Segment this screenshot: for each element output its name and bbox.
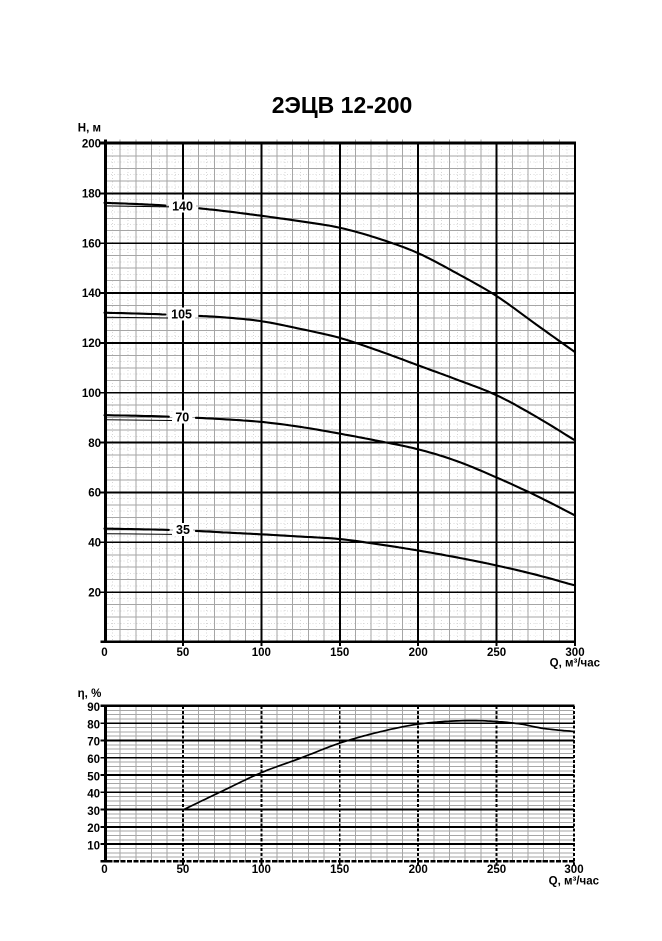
svg-text:100: 100 [252, 864, 271, 876]
svg-text:300: 300 [564, 864, 583, 876]
svg-text:60: 60 [87, 754, 100, 766]
svg-text:70: 70 [87, 737, 100, 749]
svg-text:300: 300 [565, 647, 584, 659]
svg-text:200: 200 [82, 139, 101, 151]
svg-text:20: 20 [88, 587, 101, 599]
svg-text:200: 200 [409, 864, 428, 876]
svg-text:10: 10 [87, 840, 100, 852]
svg-text:250: 250 [487, 647, 506, 659]
svg-text:140: 140 [172, 199, 193, 213]
svg-text:30: 30 [87, 806, 100, 818]
svg-text:Q, м³/час: Q, м³/час [549, 875, 600, 887]
svg-text:200: 200 [409, 647, 428, 659]
svg-text:50: 50 [87, 771, 100, 783]
svg-text:20: 20 [87, 823, 100, 835]
svg-text:80: 80 [87, 720, 100, 732]
svg-text:80: 80 [88, 438, 101, 450]
svg-text:100: 100 [82, 388, 101, 400]
svg-text:70: 70 [175, 410, 189, 424]
svg-text:35: 35 [176, 523, 190, 537]
svg-text:150: 150 [330, 647, 349, 659]
svg-text:160: 160 [82, 238, 101, 250]
svg-text:40: 40 [88, 538, 101, 550]
svg-text:2ЭЦВ 12-200: 2ЭЦВ 12-200 [272, 92, 413, 118]
svg-text:100: 100 [252, 647, 271, 659]
svg-text:90: 90 [87, 702, 100, 714]
svg-text:Н, м: Н, м [78, 123, 101, 135]
svg-text:105: 105 [171, 307, 192, 321]
svg-text:40: 40 [87, 789, 100, 801]
svg-text:250: 250 [487, 864, 506, 876]
svg-text:0: 0 [101, 864, 107, 876]
svg-text:50: 50 [177, 864, 190, 876]
svg-text:120: 120 [82, 338, 101, 350]
svg-text:50: 50 [177, 647, 190, 659]
svg-text:140: 140 [82, 288, 101, 300]
svg-text:60: 60 [88, 488, 101, 500]
svg-text:Q, м³/час: Q, м³/час [550, 658, 601, 670]
svg-text:150: 150 [330, 864, 349, 876]
svg-text:η, %: η, % [78, 688, 102, 700]
svg-text:180: 180 [82, 189, 101, 201]
svg-text:0: 0 [101, 647, 107, 659]
